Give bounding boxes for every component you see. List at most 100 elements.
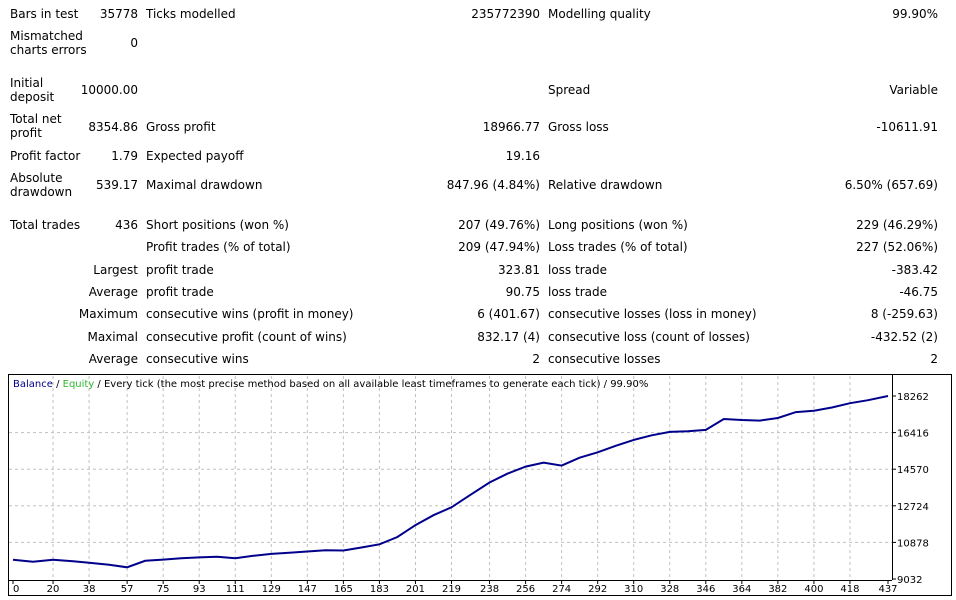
maximal-drawdown-label: Maximal drawdown: [146, 178, 263, 192]
avg-cons-wins-label: consecutive wins: [146, 352, 249, 366]
x-tick-label: 346: [696, 584, 715, 595]
balance-line: [12, 395, 889, 569]
y-tick-label: 16416: [897, 429, 929, 440]
short-positions-label: Short positions (won %): [146, 218, 289, 232]
x-tick-label: 437: [878, 584, 897, 595]
relative-drawdown-label: Relative drawdown: [548, 178, 663, 192]
max-cons-losses-value: 8 (-259.63): [870, 307, 938, 321]
initial-deposit-value: 10000.00: [80, 83, 138, 97]
average-loss-value: -46.75: [899, 285, 938, 299]
y-tick-label: 9032: [897, 575, 922, 586]
total-trades-label: Total trades: [10, 218, 81, 232]
largest-loss-value: -383.42: [891, 263, 938, 277]
avg-cons-wins-value: 2: [532, 352, 540, 366]
average2-label: Average: [88, 352, 138, 366]
gross-profit-value: 18966.77: [482, 120, 540, 134]
x-tick-label: 364: [732, 584, 751, 595]
y-tick-label: 12724: [897, 502, 929, 513]
maximal-cons-loss-value: -432.52 (2): [870, 330, 938, 344]
x-tick-label: 274: [552, 584, 571, 595]
x-tick-label: 310: [624, 584, 643, 595]
largest-profit-label: profit trade: [146, 263, 214, 277]
avg-cons-losses-value: 2: [930, 352, 938, 366]
x-tick-label: 57: [121, 584, 134, 595]
ticks-modelled-value: 235772390: [471, 7, 540, 21]
total-net-profit-label: Total net profit: [10, 112, 62, 140]
profit-trades-label: Profit trades (% of total): [146, 240, 291, 254]
legend-equity: Equity: [63, 379, 95, 390]
loss-trades-value: 227 (52.06%): [856, 240, 938, 254]
average-profit-value: 90.75: [505, 285, 540, 299]
x-tick-label: 0: [13, 584, 19, 595]
x-tick-label: 328: [660, 584, 679, 595]
y-axis: 18262 16416 14570 12724 10878 9032: [892, 392, 929, 586]
gross-loss-value: -10611.91: [876, 120, 938, 134]
mismatched-value: 0: [130, 36, 138, 50]
x-tick-label: 292: [588, 584, 607, 595]
x-tick-label: 38: [83, 584, 96, 595]
profit-trades-value: 209 (47.94%): [458, 240, 540, 254]
profit-factor-value: 1.79: [111, 149, 138, 163]
gross-loss-label: Gross loss: [548, 120, 609, 134]
y-tick-label: 14570: [897, 465, 929, 476]
x-tick-label: 20: [47, 584, 60, 595]
modelling-quality-value: 99.90%: [892, 7, 938, 21]
x-axis: 0 20 38 57 75 93 111 129 147 165 183 201 219 238 256 27…: [12, 580, 898, 595]
max-cons-wins-label: consecutive wins (profit in money): [146, 307, 354, 321]
relative-drawdown-value: 6.50% (657.69): [844, 178, 938, 192]
expected-payoff-label: Expected payoff: [146, 149, 244, 163]
bars-in-test-value: 35778: [99, 7, 138, 21]
absolute-drawdown-label: Absolute drawdown: [10, 171, 73, 199]
x-tick-label: 382: [768, 584, 787, 595]
ticks-modelled-label: Ticks modelled: [146, 7, 236, 21]
maximal-cons-profit-value: 832.17 (4): [477, 330, 540, 344]
average-loss-label: loss trade: [548, 285, 607, 299]
max-cons-losses-label: consecutive losses (loss in money): [548, 307, 757, 321]
spread-value: Variable: [889, 83, 938, 97]
long-positions-label: Long positions (won %): [548, 218, 688, 232]
x-tick-label: 219: [442, 584, 461, 595]
total-trades-value: 436: [115, 218, 138, 232]
short-positions-value: 207 (49.76%): [458, 218, 540, 232]
long-positions-value: 229 (46.29%): [856, 218, 938, 232]
maximum-label: Maximum: [78, 307, 138, 321]
total-net-profit-value: 8354.86: [88, 120, 138, 134]
mismatched-label: Mismatched charts errors: [10, 29, 87, 57]
legend-sep: /: [53, 379, 63, 390]
expected-payoff-value: 19.16: [505, 149, 540, 163]
absolute-drawdown-value: 539.17: [96, 178, 138, 192]
largest-loss-label: loss trade: [548, 263, 607, 277]
largest-label: Largest: [93, 263, 138, 277]
x-tick-label: 93: [193, 584, 206, 595]
spread-label: Spread: [548, 83, 591, 97]
x-tick-label: 418: [840, 584, 859, 595]
x-tick-label: 129: [262, 584, 281, 595]
x-tick-label: 183: [370, 584, 389, 595]
maximal-drawdown-value: 847.96 (4.84%): [446, 178, 540, 192]
maximal-cons-profit-label: consecutive profit (count of wins): [146, 330, 347, 344]
x-tick-label: 400: [804, 584, 823, 595]
profit-factor-label: Profit factor: [10, 149, 81, 163]
x-tick-label: 165: [334, 584, 353, 595]
x-tick-label: 75: [157, 584, 170, 595]
x-tick-label: 201: [406, 584, 425, 595]
x-tick-label: 256: [516, 584, 535, 595]
x-tick-label: 238: [480, 584, 499, 595]
average-label: Average: [88, 285, 138, 299]
avg-cons-losses-label: consecutive losses: [548, 352, 661, 366]
modelling-quality-label: Modelling quality: [548, 7, 651, 21]
balance-chart: 18262 16416 14570 12724 10878 9032 0 20 38 57 75 9…: [8, 374, 952, 596]
x-tick-label: 147: [298, 584, 317, 595]
chart-legend: Balance / Equity / Every tick (the most …: [13, 379, 648, 390]
average-profit-label: profit trade: [146, 285, 214, 299]
maximal-label: Maximal: [87, 330, 138, 344]
x-tick-label: 111: [226, 584, 245, 595]
chart-frame: [8, 374, 952, 596]
largest-profit-value: 323.81: [498, 263, 540, 277]
y-tick-label: 18262: [897, 392, 929, 403]
bars-in-test-label: Bars in test: [10, 7, 79, 21]
chart-grid: [9, 376, 892, 580]
max-cons-wins-value: 6 (401.67): [477, 307, 540, 321]
legend-balance: Balance: [13, 379, 53, 390]
loss-trades-label: Loss trades (% of total): [548, 240, 688, 254]
